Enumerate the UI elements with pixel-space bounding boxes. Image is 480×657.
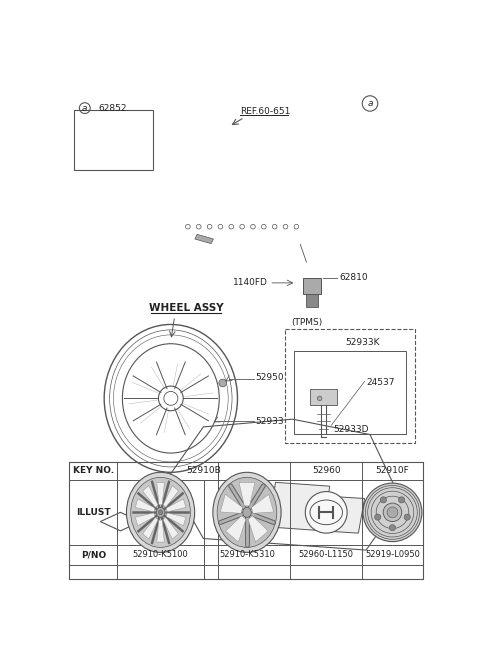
Text: 52933K: 52933K [345, 338, 380, 348]
Circle shape [317, 396, 322, 401]
Polygon shape [157, 483, 164, 505]
Text: a: a [367, 99, 373, 108]
Polygon shape [226, 516, 246, 542]
Text: WHEEL ASSY: WHEEL ASSY [149, 304, 224, 313]
Text: 52960-L1150: 52960-L1150 [299, 550, 354, 559]
Circle shape [404, 514, 410, 520]
Polygon shape [322, 496, 365, 533]
Circle shape [380, 497, 386, 503]
Ellipse shape [126, 472, 195, 553]
Circle shape [389, 525, 396, 531]
Polygon shape [220, 494, 242, 513]
Text: 24537: 24537 [366, 378, 395, 388]
Circle shape [387, 507, 398, 518]
Text: 62810: 62810 [339, 273, 368, 282]
Polygon shape [163, 518, 179, 539]
Polygon shape [143, 518, 158, 539]
Ellipse shape [213, 472, 281, 553]
Text: 52910B: 52910B [186, 466, 221, 475]
Ellipse shape [243, 507, 251, 517]
Ellipse shape [156, 507, 165, 517]
Ellipse shape [158, 510, 163, 514]
Text: 52910-K5310: 52910-K5310 [219, 550, 275, 559]
Polygon shape [157, 520, 164, 542]
Circle shape [374, 514, 381, 520]
Polygon shape [239, 482, 255, 506]
Text: 52933: 52933 [255, 417, 284, 426]
FancyBboxPatch shape [302, 277, 321, 294]
Ellipse shape [217, 478, 277, 547]
Polygon shape [248, 516, 268, 542]
Text: KEY NO.: KEY NO. [73, 466, 114, 475]
Polygon shape [135, 513, 155, 526]
Text: 52960: 52960 [312, 466, 340, 475]
Text: ILLUST: ILLUST [76, 508, 110, 517]
Circle shape [383, 503, 402, 522]
Ellipse shape [363, 483, 422, 541]
Polygon shape [143, 486, 158, 507]
Text: a: a [82, 104, 87, 112]
Polygon shape [166, 513, 186, 526]
FancyBboxPatch shape [306, 294, 318, 307]
Polygon shape [269, 482, 330, 531]
Ellipse shape [305, 491, 347, 533]
Text: REF.60-651: REF.60-651 [240, 108, 290, 116]
Polygon shape [195, 235, 214, 244]
Text: (TPMS): (TPMS) [291, 319, 322, 327]
Text: 1140FD: 1140FD [233, 279, 268, 287]
Text: P/NO: P/NO [81, 550, 106, 559]
Polygon shape [166, 499, 186, 512]
Text: 62852: 62852 [99, 104, 127, 112]
Text: 52933D: 52933D [333, 424, 368, 434]
Text: 52950: 52950 [255, 373, 284, 382]
Ellipse shape [131, 478, 191, 547]
Polygon shape [163, 486, 179, 507]
Text: 52919-L0950: 52919-L0950 [365, 550, 420, 559]
Text: 52910-K5100: 52910-K5100 [132, 550, 189, 559]
Circle shape [398, 497, 405, 503]
Polygon shape [252, 494, 274, 513]
Circle shape [219, 379, 227, 387]
Text: 52910F: 52910F [376, 466, 409, 475]
FancyBboxPatch shape [310, 389, 337, 405]
Polygon shape [135, 499, 155, 512]
